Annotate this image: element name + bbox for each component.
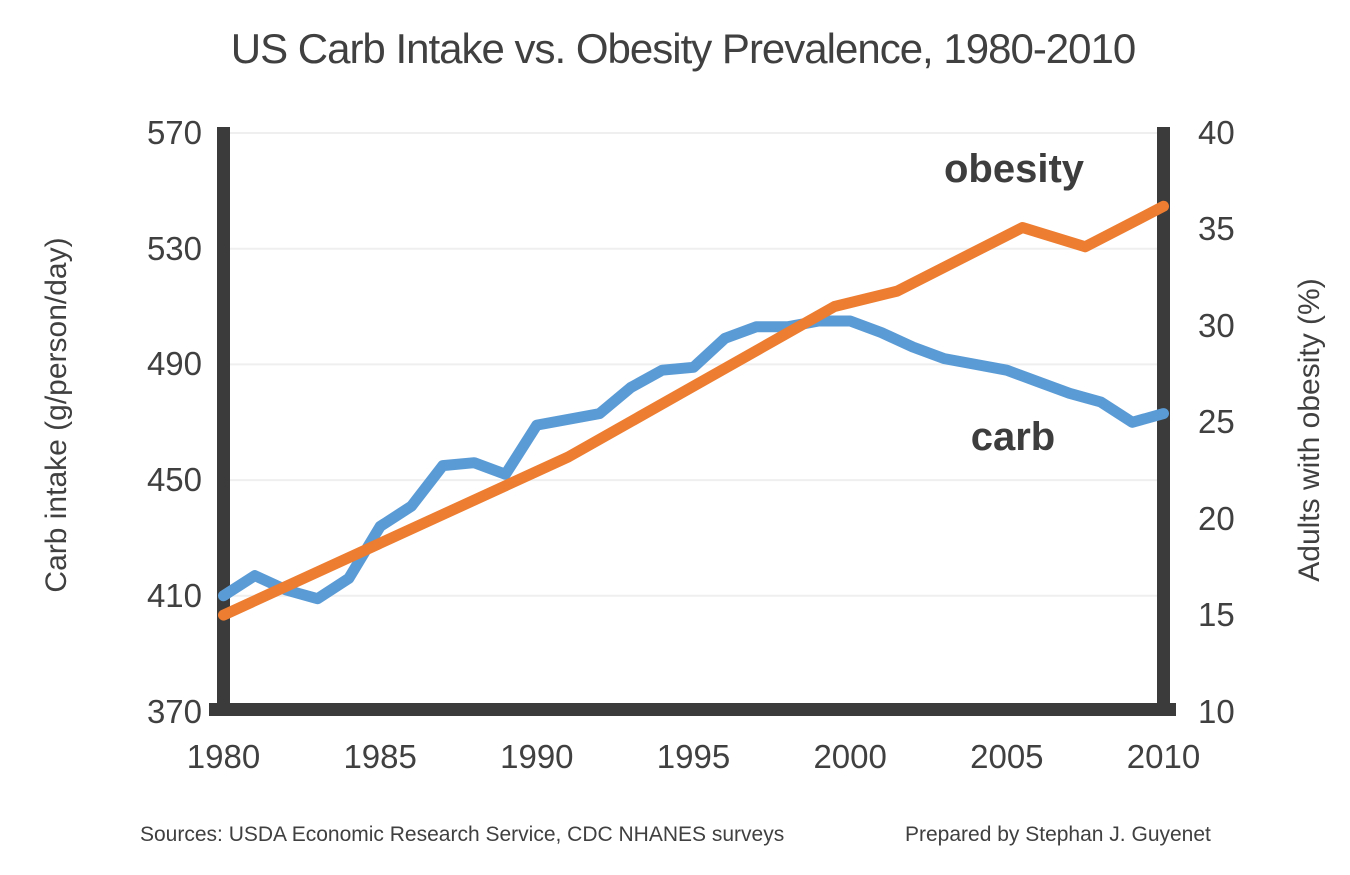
x-tick-label: 1985 xyxy=(343,738,417,775)
y-left-axis-title: Carb intake (g/person/day) xyxy=(40,237,73,593)
y-left-tick-label: 410 xyxy=(146,576,202,614)
x-tick-label: 1980 xyxy=(186,738,261,775)
y-left-tick-label: 450 xyxy=(146,461,202,499)
y-right-axis-bar xyxy=(1157,127,1170,716)
sources-note: Sources: USDA Economic Research Service,… xyxy=(140,823,785,846)
x-tick-label: 2010 xyxy=(1126,738,1201,775)
y-left-tick-label: 370 xyxy=(146,692,202,730)
y-left-tick-label: 490 xyxy=(146,345,202,383)
x-axis-bar xyxy=(209,703,1176,716)
obesity-line xyxy=(218,200,1169,621)
y-right-tick-label: 40 xyxy=(1198,114,1235,151)
y-right-tick-label: 35 xyxy=(1198,210,1235,248)
chart-title: US Carb Intake vs. Obesity Prevalence, 1… xyxy=(230,25,1137,72)
y-right-tick-label: 30 xyxy=(1198,306,1235,344)
y-left-tick-label: 530 xyxy=(146,229,202,267)
y-right-tick-label: 20 xyxy=(1198,499,1235,537)
y-left-axis-bar xyxy=(217,127,230,716)
carb-series-label: carb xyxy=(970,415,1056,459)
x-tick-label: 2005 xyxy=(970,738,1044,775)
obesity-series-label: obesity xyxy=(943,147,1085,191)
x-tick-label: 1995 xyxy=(656,738,731,775)
y-right-tick-label: 10 xyxy=(1198,692,1235,730)
y-right-tick-label: 15 xyxy=(1198,596,1235,634)
credit-note: Prepared by Stephan J. Guyenet xyxy=(905,823,1211,846)
x-tick-label: 1990 xyxy=(500,738,574,775)
carb-line xyxy=(218,315,1169,605)
y-right-tick-label: 25 xyxy=(1198,403,1235,441)
y-right-axis-title: Adults with obesity (%) xyxy=(1293,278,1326,582)
y-left-tick-label: 570 xyxy=(146,114,202,151)
x-tick-label: 2000 xyxy=(813,738,887,775)
